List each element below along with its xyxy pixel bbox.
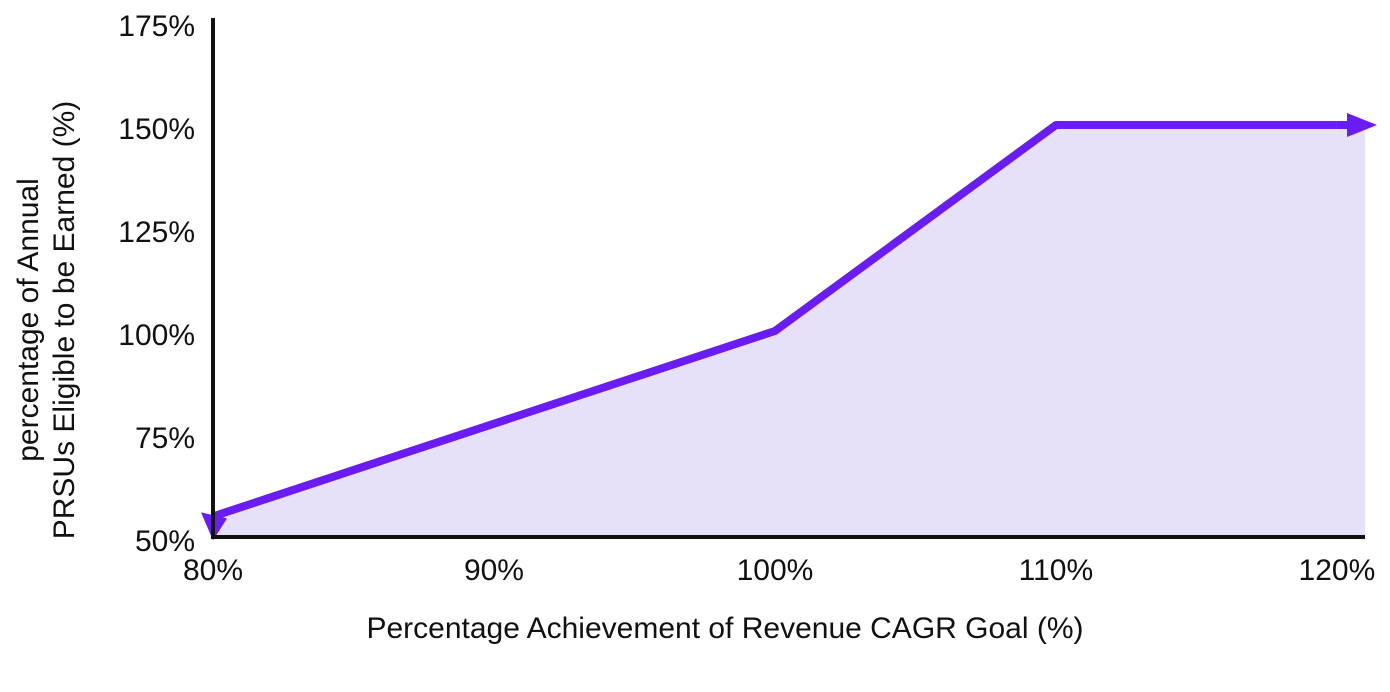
y-axis-title: percentage of Annual PRSUs Eligible to b… bbox=[12, 101, 81, 540]
y-tick-label: 50% bbox=[135, 525, 195, 558]
y-axis-title-line: PRSUs Eligible to be Earned (%) bbox=[48, 101, 81, 540]
area-extension bbox=[1336, 125, 1365, 537]
y-tick-label: 125% bbox=[118, 216, 195, 249]
x-tick-label: 110% bbox=[1019, 554, 1094, 587]
y-axis-title-line: percentage of Annual bbox=[12, 178, 45, 462]
line bbox=[211, 121, 1337, 521]
x-tick-label: 80% bbox=[183, 554, 243, 587]
x-tick-label: 100% bbox=[737, 554, 814, 587]
y-tick-label: 75% bbox=[135, 422, 195, 455]
arrow-head bbox=[1347, 113, 1377, 137]
x-axis-title: Percentage Achievement of Revenue CAGR G… bbox=[366, 612, 1083, 645]
x-tick-label: 90% bbox=[464, 554, 524, 587]
y-tick-label: 150% bbox=[118, 113, 195, 146]
y-tick-label: 100% bbox=[118, 319, 195, 352]
y-tick-label: 175% bbox=[118, 10, 195, 43]
x-tick-label: 120% bbox=[1299, 554, 1376, 587]
